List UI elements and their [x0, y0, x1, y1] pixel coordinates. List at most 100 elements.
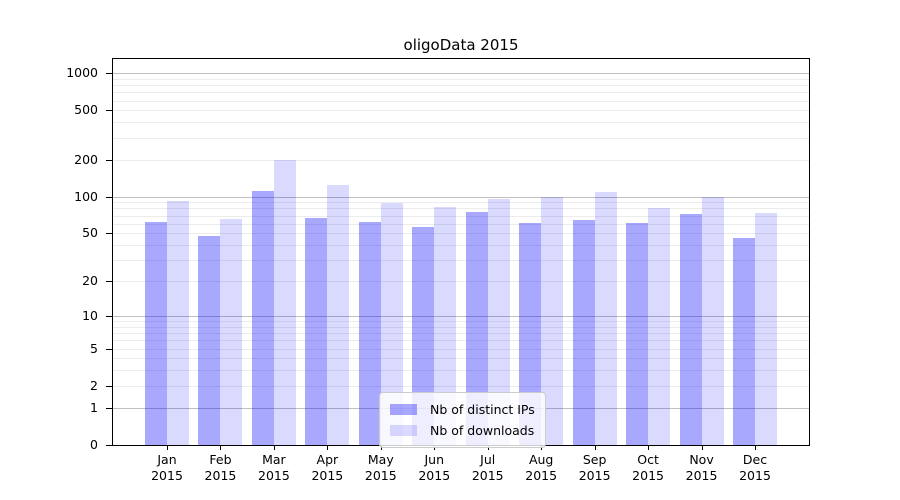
gridline-minor-20	[113, 281, 809, 283]
gridline-minor-200	[113, 159, 809, 161]
x-tick-label-year: 2015	[364, 468, 397, 483]
bar-distinct-ips-aug	[519, 222, 542, 445]
gridline-major-1000	[113, 73, 809, 75]
x-tick-label-month: Jun	[424, 452, 445, 467]
gridline-minor-600	[113, 100, 809, 102]
x-tick-label-month: Jul	[480, 452, 496, 467]
y-tick-label: 20	[82, 273, 98, 289]
x-tick-mark	[648, 445, 650, 450]
x-tick-label: May 2015	[349, 452, 413, 484]
x-tick-label: Nov 2015	[670, 452, 734, 484]
x-tick-label: Mar 2015	[242, 452, 306, 484]
bar-distinct-ips-oct	[626, 222, 649, 445]
x-tick-label-year: 2015	[632, 468, 664, 483]
y-tick-label: 5	[90, 340, 98, 356]
gridline-minor-300	[113, 137, 809, 139]
legend-label-distinct-ips: Nb of distinct IPs	[430, 402, 535, 417]
bar-downloads-dec	[755, 212, 777, 445]
legend-swatch-distinct-ips	[390, 404, 417, 415]
x-tick-label-year: 2015	[578, 468, 611, 483]
y-tick-mark	[106, 159, 112, 161]
gridline-minor-5	[113, 348, 809, 350]
x-tick-label-month: Mar	[262, 452, 286, 467]
x-tick-label: Dec 2015	[723, 452, 787, 484]
bar-distinct-ips-jan	[145, 221, 167, 445]
y-tick-label: 50	[82, 225, 98, 241]
gridline-minor-30	[113, 260, 809, 262]
gridline-minor-3	[113, 370, 809, 372]
x-tick-label: Jul 2015	[456, 452, 520, 484]
y-tick-mark	[106, 110, 112, 112]
bar-distinct-ips-jun	[412, 227, 435, 445]
gridline-minor-4	[113, 358, 809, 360]
gridline-minor-700	[113, 92, 809, 94]
bar-downloads-mar	[273, 159, 296, 445]
y-tick-label: 200	[74, 151, 98, 167]
y-tick-label: 1	[90, 399, 98, 415]
plot-area: Nb of distinct IPs Nb of downloads	[112, 58, 810, 448]
x-tick-label-month: Oct	[637, 452, 659, 467]
gridline-minor-800	[113, 85, 809, 87]
x-tick-label-month: Apr	[316, 452, 339, 467]
bar-downloads-aug	[541, 196, 564, 445]
x-tick-label: Aug 2015	[509, 452, 573, 484]
legend: Nb of distinct IPs Nb of downloads	[379, 392, 546, 448]
gridline-major-10	[113, 315, 809, 317]
x-tick-label-year: 2015	[258, 468, 290, 483]
x-tick-label-year: 2015	[204, 468, 237, 483]
gridline-minor-9	[113, 321, 809, 323]
x-tick-label: Sep 2015	[563, 452, 627, 484]
legend-swatch-downloads	[390, 425, 417, 436]
legend-item-distinct-ips: Nb of distinct IPs	[390, 399, 535, 420]
y-tick-mark	[106, 315, 112, 317]
gridline-minor-8	[113, 326, 809, 328]
x-tick-label: Oct 2015	[616, 452, 680, 484]
y-tick-mark	[106, 385, 112, 387]
bar-downloads-jan	[167, 201, 189, 445]
y-tick-mark	[106, 445, 112, 446]
y-tick-label: 2	[90, 377, 98, 393]
gridline-minor-400	[113, 122, 809, 124]
x-tick-label-year: 2015	[418, 468, 451, 483]
x-tick-label-month: Dec	[742, 452, 768, 467]
gridline-minor-60	[113, 223, 809, 225]
x-tick-label-year: 2015	[525, 468, 558, 483]
gridline-minor-50	[113, 233, 809, 235]
x-tick-label-month: Jan	[157, 452, 177, 467]
x-tick-mark	[167, 445, 168, 450]
bar-distinct-ips-dec	[733, 237, 755, 445]
bar-distinct-ips-may	[358, 221, 381, 445]
x-tick-mark	[273, 445, 275, 450]
gridline-minor-40	[113, 245, 809, 247]
x-tick-label: Feb 2015	[188, 452, 252, 484]
chart-title: oligoData 2015	[403, 36, 519, 54]
gridline-minor-500	[113, 110, 809, 112]
x-tick-label: Jan 2015	[135, 452, 199, 484]
x-tick-label: Apr 2015	[295, 452, 359, 484]
gridline-minor-70	[113, 215, 809, 217]
x-tick-mark	[755, 445, 756, 450]
bar-distinct-ips-mar	[251, 190, 274, 445]
y-tick-label: 500	[74, 102, 98, 118]
x-tick-label-month: Feb	[209, 452, 232, 467]
y-tick-label: 1000	[66, 65, 98, 81]
y-tick-mark	[106, 233, 112, 235]
gridline-minor-80	[113, 208, 809, 210]
x-tick-label-month: Aug	[528, 452, 554, 467]
bar-distinct-ips-feb	[198, 235, 221, 445]
bar-distinct-ips-apr	[305, 217, 328, 445]
gridline-minor-6	[113, 340, 809, 342]
y-tick-mark	[106, 196, 112, 198]
y-tick-mark	[106, 407, 112, 409]
x-tick-label-year: 2015	[311, 468, 344, 483]
bar-downloads-jul	[487, 199, 510, 445]
bar-distinct-ips-sep	[572, 220, 595, 445]
x-tick-label-year: 2015	[685, 468, 718, 483]
x-tick-label-year: 2015	[471, 468, 504, 483]
legend-label-downloads: Nb of downloads	[430, 423, 535, 438]
gridline-minor-2	[113, 385, 809, 387]
y-tick-mark	[106, 348, 112, 350]
bar-distinct-ips-nov	[679, 214, 702, 445]
y-tick-mark	[106, 281, 112, 283]
